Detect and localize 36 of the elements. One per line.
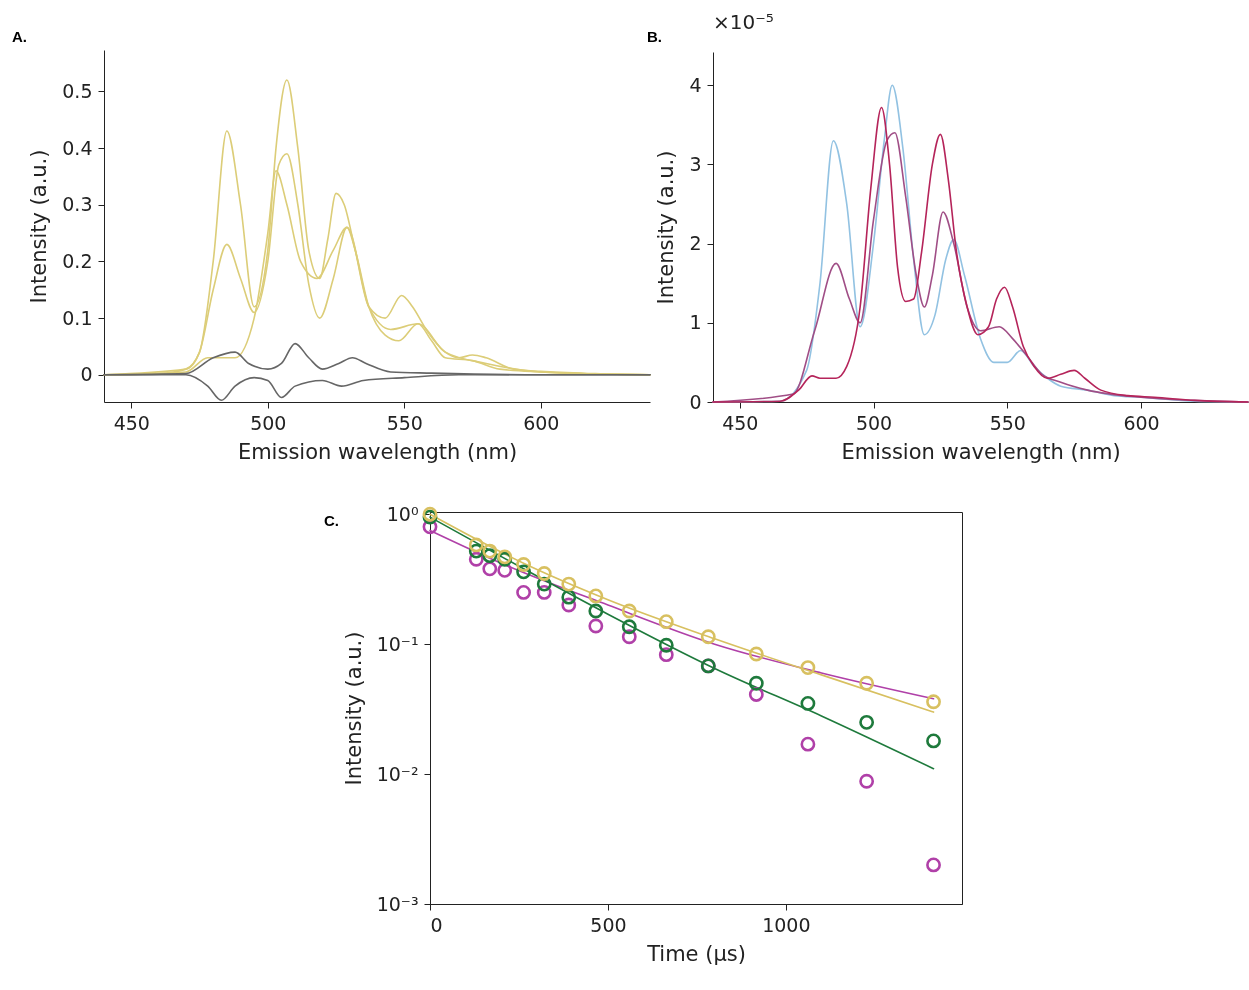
y-tick-label: 3 — [689, 152, 702, 175]
x-tick-label: 1000 — [762, 913, 811, 936]
x-tick-label: 600 — [523, 411, 560, 434]
chart-title: A. — [12, 28, 27, 45]
text: ×10⁻⁵ — [713, 10, 774, 34]
y-tick-label: 0 — [80, 363, 93, 386]
chart-title: B. — [647, 28, 662, 45]
y-tick-label: 0.5 — [62, 79, 93, 102]
x-tick-label: 500 — [855, 411, 893, 434]
x-axis-title: Emission wavelength (nm) — [237, 439, 518, 464]
y-tick-label: 0.1 — [62, 306, 93, 329]
y-tick-label: 10⁻³ — [376, 892, 419, 915]
y-tick-label: 0.3 — [62, 193, 93, 216]
x-tick-label: 500 — [590, 913, 627, 936]
x-tick-label: 0 — [430, 913, 443, 936]
y-tick-label: 0 — [689, 390, 702, 413]
chart-title: C. — [324, 512, 339, 529]
y-tick-label: 4 — [689, 73, 702, 96]
x-tick-label: 450 — [722, 411, 759, 434]
x-tick-label: 550 — [989, 411, 1026, 434]
y-tick-label: 1 — [689, 311, 702, 334]
y-tick-label: 10⁰ — [386, 502, 419, 525]
y-tick-label: 0.2 — [62, 249, 93, 272]
y-tick-label: 2 — [689, 232, 702, 255]
x-tick-label: 600 — [1123, 411, 1160, 434]
y-axis-title: Intensity (a.u.) — [341, 631, 366, 786]
x-tick-label: 450 — [113, 411, 150, 434]
x-axis-title: Emission wavelength (nm) — [841, 439, 1121, 464]
x-axis-title: Time (μs) — [646, 941, 746, 966]
y-axis-title: Intensity (a.u.) — [27, 149, 52, 304]
x-tick-label: 500 — [250, 411, 287, 434]
y-axis-title: Intensity (a.u.) — [654, 150, 679, 305]
y-tick-label: 10⁻² — [376, 762, 419, 785]
y-tick-label: 0.4 — [62, 136, 93, 159]
x-tick-label: 550 — [386, 411, 423, 434]
y-tick-label: 10⁻¹ — [376, 632, 419, 655]
